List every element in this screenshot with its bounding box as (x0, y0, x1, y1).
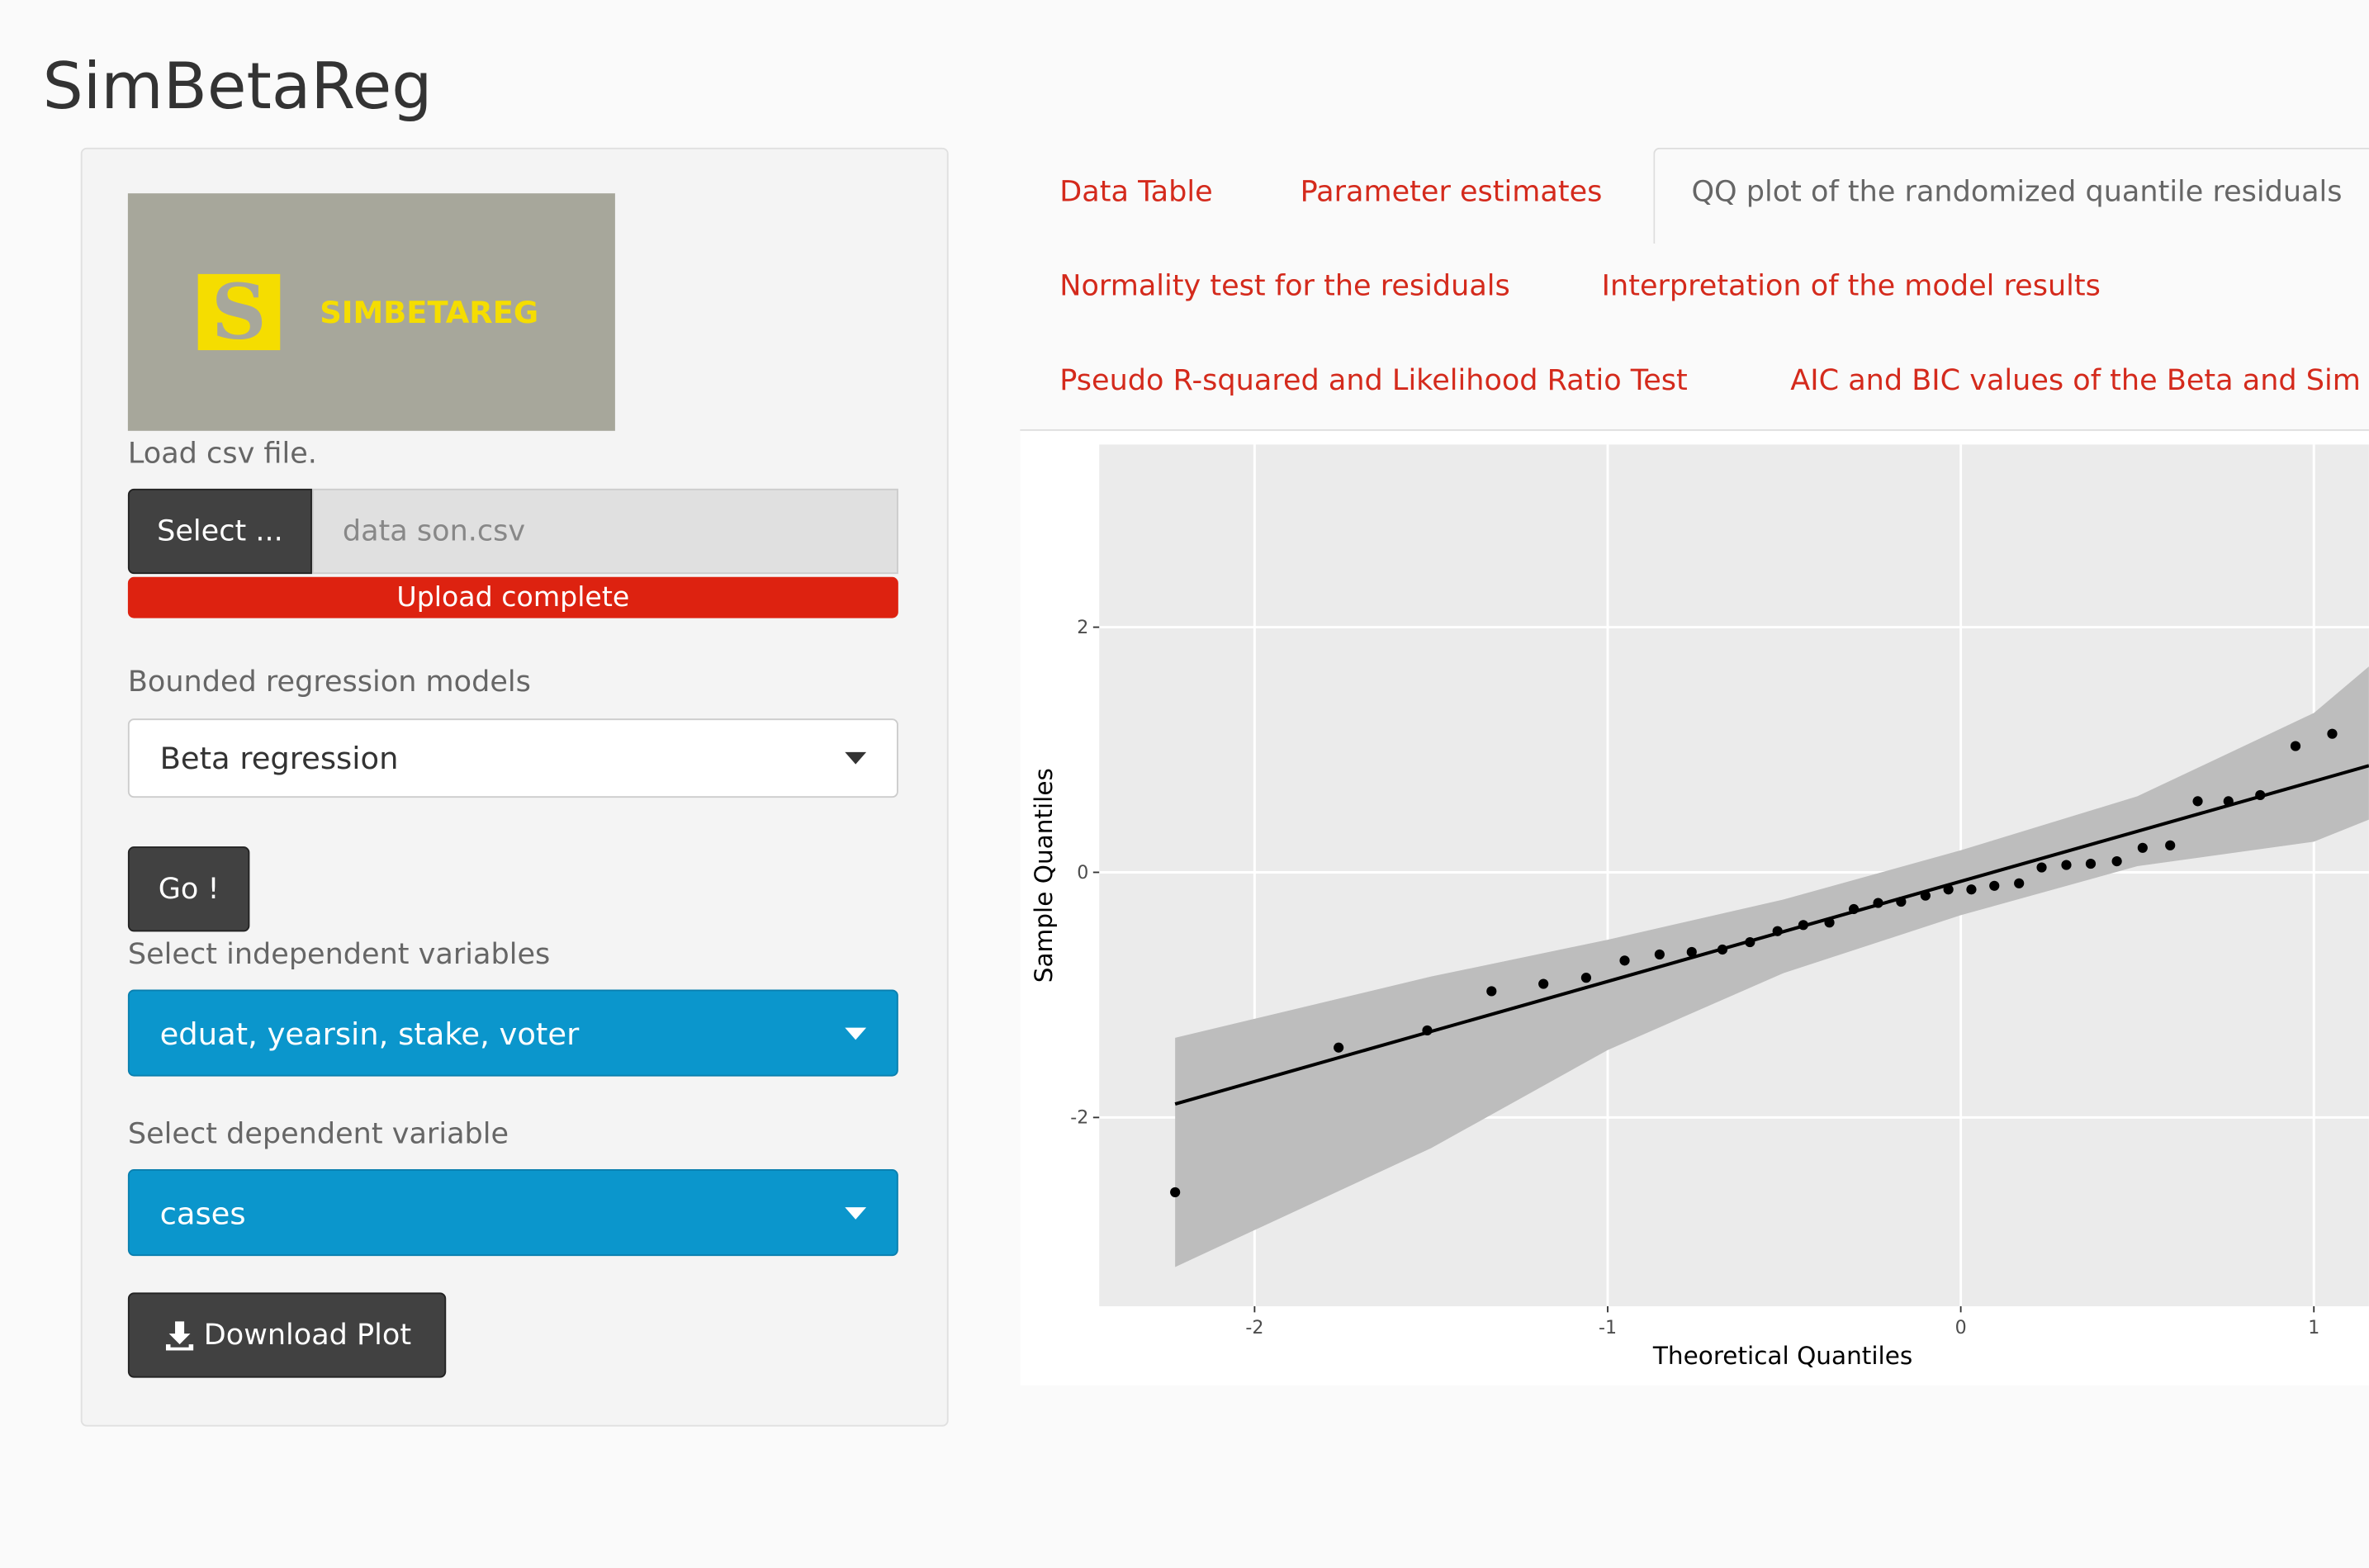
point (2061, 860, 2072, 870)
indep-label: Select independent variables (127, 937, 551, 972)
x-axis-title: Theoretical Quantiles (1652, 1342, 1912, 1370)
tab[interactable]: Parameter estimates (1300, 175, 1603, 209)
tab[interactable]: Normality test for the residuals (1059, 269, 1510, 303)
dep-label: Select dependent variable (127, 1117, 509, 1151)
point (1989, 880, 2000, 891)
x-tick-label: 0 (1955, 1317, 1967, 1338)
point (1717, 944, 1728, 955)
file-name: data son.csv (311, 488, 898, 575)
caret (845, 1026, 867, 1040)
point (1966, 884, 1977, 895)
y-tick-label: -2 (1070, 1107, 1088, 1129)
reference-line (1174, 764, 2369, 1106)
tab[interactable]: Interpretation of the model results (1601, 269, 2101, 303)
x-tick-label: -2 (1245, 1317, 1263, 1338)
point (1334, 1042, 1344, 1053)
point (1848, 903, 1860, 915)
point (1920, 890, 1931, 901)
y-axis-title: Sample Quantiles (1030, 768, 1058, 983)
model-value: Beta regression (159, 740, 399, 777)
caret (845, 1206, 867, 1219)
point (2223, 796, 2234, 807)
go-button[interactable]: Go ! (127, 846, 250, 932)
point (2111, 856, 2122, 867)
model-label: Bounded regression models (127, 665, 531, 699)
point (2137, 842, 2148, 853)
x-tick-label: -1 (1599, 1317, 1617, 1338)
file-label: Load csv file. (127, 437, 317, 471)
logo: S SIMBETAREG (127, 193, 615, 431)
point (2165, 840, 2176, 850)
app-title: SimBetaReg (42, 49, 433, 124)
point (2290, 741, 2301, 751)
point (2014, 878, 2025, 888)
point (1798, 920, 1808, 931)
point (2036, 862, 2047, 873)
download-label: Download Plot (203, 1318, 412, 1352)
active-tab-box (1653, 147, 2369, 244)
y-tick-label: 0 (1077, 862, 1088, 883)
dep-select[interactable]: cases (127, 1169, 898, 1257)
point (1170, 1187, 1181, 1198)
point (1580, 973, 1591, 983)
indep-select[interactable]: eduat, yearsin, stake, voter (127, 989, 898, 1077)
download-icon (165, 1321, 193, 1351)
tab[interactable]: AIC and BIC values of the Beta and Sim (1790, 363, 2361, 398)
point (1943, 884, 1954, 895)
x-tick-label: 1 (2308, 1317, 2319, 1338)
tab[interactable]: Pseudo R-squared and Likelihood Ratio Te… (1059, 363, 1688, 398)
download-button[interactable]: Download Plot (127, 1292, 447, 1378)
caret (845, 751, 867, 765)
point (1772, 926, 1783, 936)
point (2327, 728, 2338, 739)
point (1654, 949, 1665, 960)
point (2192, 796, 2203, 807)
tab-active[interactable]: QQ plot of the randomized quantile resid… (1691, 175, 2343, 209)
point (1873, 898, 1883, 908)
tab-border (1020, 429, 2369, 431)
logo-letter: S (197, 273, 281, 351)
confidence-band (1175, 666, 2369, 1267)
point (1619, 955, 1630, 966)
point (1896, 897, 1907, 907)
indep-value: eduat, yearsin, stake, voter (159, 1014, 580, 1052)
point (1824, 917, 1835, 928)
model-select[interactable]: Beta regression (127, 718, 898, 798)
upload-status: Upload complete (127, 576, 898, 618)
point (2255, 789, 2266, 801)
point (1486, 986, 1497, 997)
tab[interactable]: Data Table (1059, 175, 1213, 209)
point (1745, 937, 1755, 948)
dep-value: cases (159, 1194, 246, 1231)
file-button[interactable]: Select ... (127, 488, 312, 575)
point (1686, 946, 1697, 958)
y-tick-label: 2 (1077, 617, 1088, 638)
point (1538, 978, 1549, 989)
point (2085, 858, 2097, 869)
point (1422, 1025, 1433, 1036)
logo-text: SIMBETAREG (320, 293, 539, 331)
qq-plot: -2 -1 0 1 -2 0 2 Theoretical Quantiles Sample Qu… (1020, 430, 2369, 1386)
